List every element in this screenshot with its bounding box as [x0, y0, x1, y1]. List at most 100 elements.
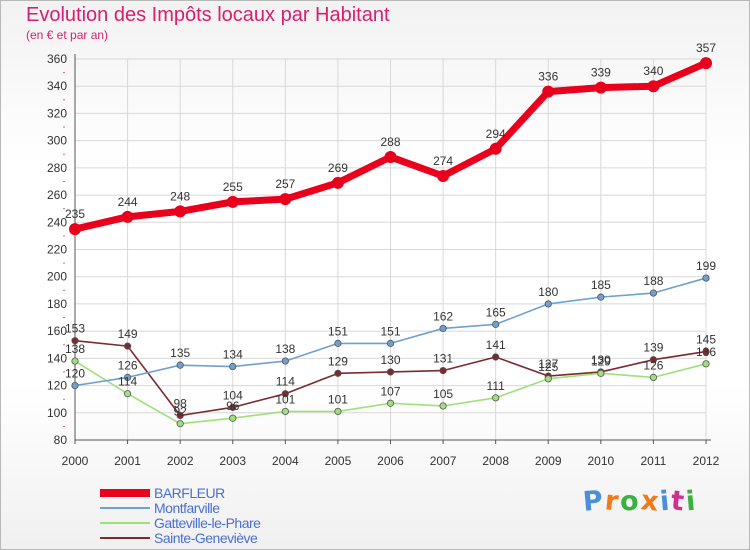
- data-label: 165: [486, 305, 506, 319]
- legend-label: Montfarville: [154, 499, 220, 516]
- data-label: 130: [380, 353, 400, 367]
- grid-lines: [74, 58, 707, 441]
- legend-label: Sainte-Geneviève: [154, 529, 258, 546]
- x-tick-label: 2003: [219, 454, 246, 468]
- data-label: 101: [275, 392, 295, 406]
- data-point: [542, 85, 555, 98]
- logo-letter: P: [581, 485, 607, 518]
- x-tick-label: 2000: [62, 454, 89, 468]
- y-tick-label: 140: [47, 351, 67, 365]
- data-point: [386, 368, 395, 376]
- data-point: [334, 369, 342, 377]
- x-tick-label: 2007: [430, 454, 457, 468]
- data-label: 340: [643, 64, 663, 78]
- data-label: 129: [591, 354, 611, 368]
- x-tick-label: 2002: [167, 454, 194, 468]
- y-tick-label: 240: [47, 215, 67, 229]
- logo-letter: o: [618, 485, 642, 518]
- x-tick-label: 2006: [377, 454, 404, 468]
- data-label: 96: [226, 399, 240, 413]
- y-tick-label: 300: [47, 134, 67, 148]
- data-label: 120: [65, 367, 85, 381]
- data-label: 269: [328, 161, 348, 175]
- x-tick-label: 2008: [482, 454, 509, 468]
- y-tick-label: 360: [47, 52, 67, 66]
- data-label: 141: [486, 338, 506, 352]
- data-label: 129: [328, 354, 348, 368]
- data-point: [71, 337, 79, 345]
- data-label: 131: [433, 352, 453, 366]
- data-label: 188: [643, 274, 663, 288]
- data-point: [229, 403, 237, 411]
- legend-label: BARFLEUR: [154, 484, 225, 501]
- data-point: [439, 402, 447, 410]
- y-tick-label: 100: [47, 406, 67, 420]
- data-label: 145: [696, 333, 716, 347]
- y-tick-label: 340: [47, 79, 67, 93]
- data-point: [281, 390, 289, 398]
- legend-swatch: [100, 521, 150, 524]
- proxiti-logo: Proxiti: [581, 485, 699, 518]
- data-point: [71, 357, 79, 365]
- y-tick-label: 220: [47, 243, 67, 257]
- x-tick-label: 2012: [693, 454, 720, 468]
- data-label: 248: [170, 189, 190, 203]
- data-label: 134: [223, 348, 243, 362]
- data-label: 151: [328, 324, 348, 338]
- data-label: 105: [433, 387, 453, 401]
- legend-label: Gatteville-le-Phare: [154, 514, 261, 531]
- legend: BARFLEUR Montfarville Gatteville-le-Phare S…: [100, 484, 261, 546]
- y-tick-label: 160: [47, 324, 67, 338]
- data-point: [384, 150, 397, 163]
- data-point: [597, 293, 605, 301]
- data-label: 111: [487, 379, 506, 393]
- x-tick-label: 2005: [325, 454, 352, 468]
- data-point: [279, 193, 292, 206]
- data-label: 151: [380, 324, 400, 338]
- y-tick-label: 260: [47, 188, 67, 202]
- data-label: 104: [223, 388, 243, 402]
- data-label: 235: [65, 207, 85, 221]
- data-point: [334, 339, 342, 347]
- data-point: [702, 347, 710, 356]
- data-label: 126: [118, 358, 138, 372]
- data-label: 107: [380, 384, 400, 398]
- data-point: [226, 195, 239, 208]
- y-tick-label: 80: [54, 433, 68, 447]
- data-point: [544, 300, 552, 308]
- data-point: [544, 375, 552, 383]
- data-point: [597, 369, 605, 377]
- data-point: [386, 399, 395, 407]
- data-point: [702, 274, 710, 282]
- y-tick-label: 320: [47, 106, 67, 120]
- data-label: 135: [170, 346, 190, 360]
- data-label: 138: [65, 342, 85, 356]
- data-point: [176, 361, 184, 369]
- chart-subtitle: (en € et par an): [26, 28, 109, 42]
- data-point: [492, 320, 500, 328]
- data-label: 98: [173, 397, 187, 411]
- data-label: 139: [643, 341, 663, 355]
- data-label: 357: [696, 41, 716, 55]
- data-point: [649, 356, 658, 364]
- data-label: 180: [538, 285, 558, 299]
- series-lines: [69, 57, 712, 428]
- data-label: 136: [696, 345, 716, 359]
- legend-swatch: [100, 488, 150, 497]
- data-label: 126: [643, 358, 663, 372]
- data-point: [334, 407, 342, 416]
- y-tick-label: 280: [47, 161, 67, 175]
- x-tick-label: 2001: [114, 454, 141, 468]
- data-label: 294: [486, 127, 506, 141]
- data-label: 101: [328, 392, 348, 406]
- line-chart: 80 100 120 140 160 180 200 220 240 260 280 300 320 34…: [47, 41, 720, 468]
- y-tick-label: 180: [47, 297, 67, 311]
- x-tick-label: 2011: [641, 454, 667, 468]
- data-point: [386, 339, 395, 347]
- x-tick-label: 2010: [587, 454, 614, 468]
- data-point: [176, 411, 184, 420]
- legend-swatch: [100, 506, 150, 509]
- data-label: 149: [118, 327, 138, 341]
- data-point: [439, 324, 447, 333]
